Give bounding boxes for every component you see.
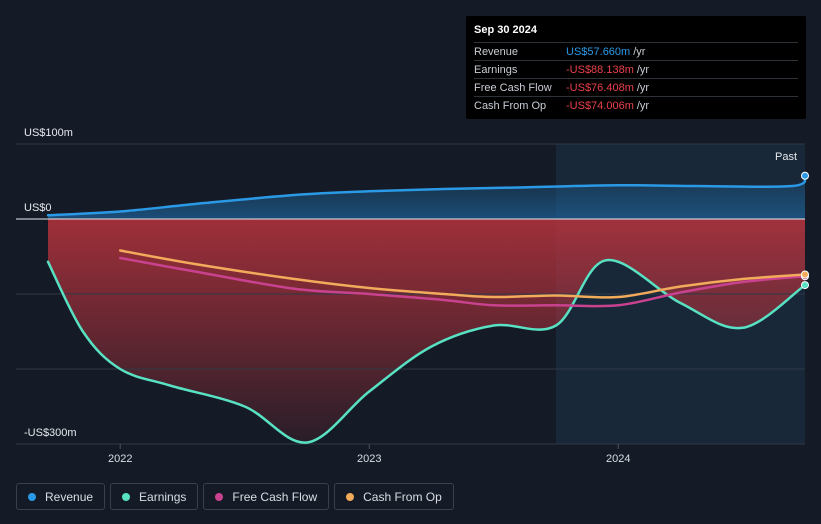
legend-dot-icon bbox=[215, 492, 224, 501]
legend-label: Cash From Op bbox=[363, 489, 442, 504]
past-label: Past bbox=[775, 151, 797, 163]
series-end-point bbox=[801, 171, 809, 180]
x-tick-label: 2022 bbox=[108, 453, 132, 465]
earnings-area bbox=[48, 219, 805, 443]
legend-item-earnings[interactable]: Earnings bbox=[110, 483, 199, 510]
x-tick-label: 2024 bbox=[606, 453, 630, 465]
tooltip-row-value: -US$88.138m bbox=[566, 63, 634, 76]
series-end-point bbox=[801, 281, 809, 290]
legend-dot-icon bbox=[122, 492, 131, 501]
tooltip-date: Sep 30 2024 bbox=[474, 24, 537, 36]
series-line-earnings bbox=[46, 259, 807, 444]
series-line-free-cash-flow bbox=[118, 256, 807, 308]
legend-item-revenue[interactable]: Revenue bbox=[16, 483, 106, 510]
legend-label: Revenue bbox=[45, 489, 94, 504]
legend-label: Free Cash Flow bbox=[232, 489, 318, 504]
tooltip-row: Earnings -US$88.138m/yr bbox=[474, 60, 798, 78]
tooltip-row-unit: /yr bbox=[636, 63, 650, 76]
x-tick-label: 2023 bbox=[357, 453, 381, 465]
y-tick-label: -US$300m bbox=[24, 427, 77, 439]
tooltip-row-value: US$57.660m bbox=[566, 45, 631, 58]
tooltip-row-unit: /yr bbox=[636, 81, 650, 94]
tooltip-row-value: -US$74.006m bbox=[566, 99, 634, 112]
tooltip-row-unit: /yr bbox=[636, 99, 650, 112]
legend-item-free-cash-flow[interactable]: Free Cash Flow bbox=[203, 483, 330, 510]
tooltip-row-label: Free Cash Flow bbox=[474, 81, 552, 94]
y-tick-label: US$100m bbox=[24, 127, 73, 139]
tooltip-row: Cash From Op -US$74.006m/yr bbox=[474, 96, 798, 114]
revenue-area bbox=[48, 175, 806, 219]
legend-dot-icon bbox=[28, 492, 36, 501]
tooltip-row-label: Cash From Op bbox=[474, 99, 547, 112]
tooltip-row-value: -US$76.408m bbox=[566, 81, 634, 94]
tooltip-row: Free Cash Flow -US$76.408m/yr bbox=[474, 78, 798, 96]
y-tick-label: US$0 bbox=[24, 202, 52, 214]
series-line-cash-from-op bbox=[118, 249, 807, 299]
chart-legend: Revenue Earnings Free Cash Flow Cash From O… bbox=[16, 483, 454, 510]
legend-dot-icon bbox=[346, 492, 355, 501]
series-end-point bbox=[801, 270, 809, 279]
tooltip-row-label: Revenue bbox=[474, 45, 519, 58]
legend-label: Earnings bbox=[139, 489, 187, 504]
series-line-revenue bbox=[46, 174, 807, 217]
tooltip-panel: Sep 30 2024 Revenue US$57.660m/yr Earnings… bbox=[466, 16, 806, 119]
tooltip-row-label: Earnings bbox=[474, 63, 518, 76]
legend-item-cash-from-op[interactable]: Cash From Op bbox=[334, 483, 454, 510]
tooltip-row: Revenue US$57.660m/yr bbox=[474, 42, 798, 60]
tooltip-row-unit: /yr bbox=[633, 45, 646, 58]
